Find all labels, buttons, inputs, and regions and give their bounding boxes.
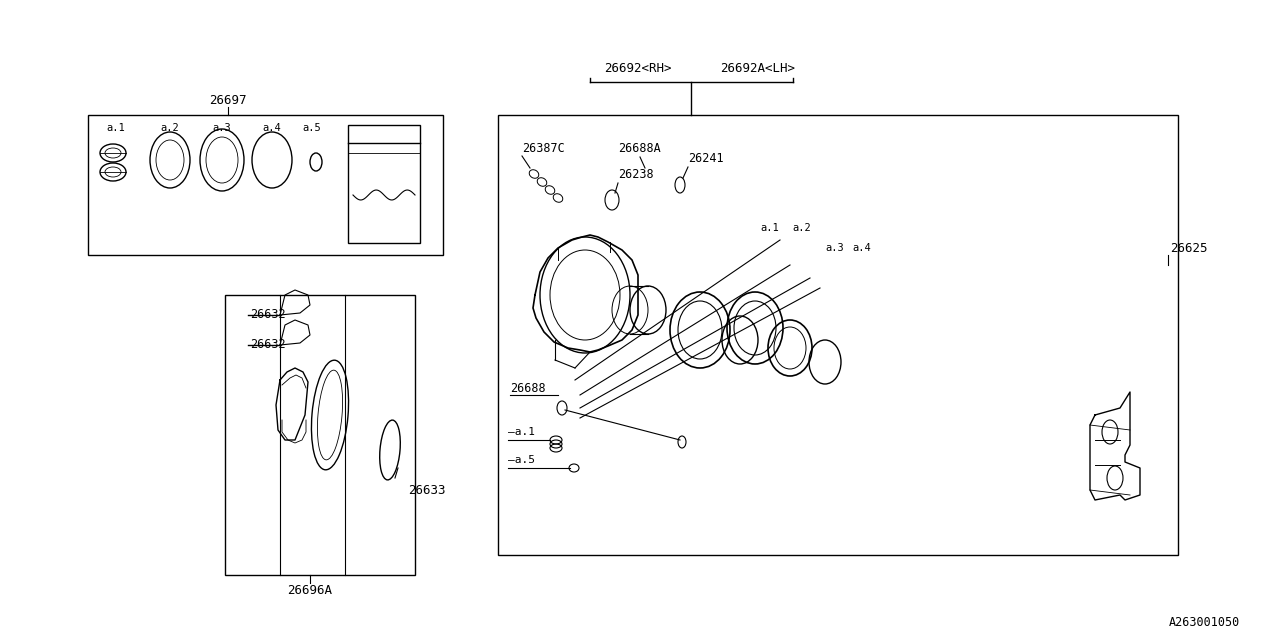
Text: a.4: a.4 bbox=[262, 123, 282, 133]
Text: 26688A: 26688A bbox=[618, 141, 660, 154]
Bar bbox=[348, 125, 420, 243]
Text: 26632: 26632 bbox=[250, 339, 285, 351]
Text: a.3: a.3 bbox=[826, 243, 845, 253]
Text: —a.1: —a.1 bbox=[508, 427, 535, 437]
Text: a.1: a.1 bbox=[760, 223, 780, 233]
Text: 26241: 26241 bbox=[689, 152, 723, 164]
Text: 26697: 26697 bbox=[209, 93, 247, 106]
Text: 26696A: 26696A bbox=[288, 584, 333, 596]
Text: 26633: 26633 bbox=[408, 483, 445, 497]
Text: a.4: a.4 bbox=[852, 243, 872, 253]
Text: a.3: a.3 bbox=[212, 123, 232, 133]
Text: a.5: a.5 bbox=[302, 123, 321, 133]
Text: —a.5: —a.5 bbox=[508, 455, 535, 465]
Bar bbox=[225, 295, 415, 575]
Text: 26692A<LH>: 26692A<LH> bbox=[721, 61, 795, 74]
Bar bbox=[498, 115, 1178, 555]
Text: 26632: 26632 bbox=[250, 308, 285, 321]
Text: 26238: 26238 bbox=[618, 168, 654, 182]
Text: a.2: a.2 bbox=[792, 223, 812, 233]
Text: a.2: a.2 bbox=[160, 123, 179, 133]
Bar bbox=[88, 115, 443, 255]
Text: A263001050: A263001050 bbox=[1169, 616, 1240, 628]
Text: 26387C: 26387C bbox=[522, 141, 564, 154]
Text: 26688: 26688 bbox=[509, 381, 545, 394]
Text: 26625: 26625 bbox=[1170, 241, 1207, 255]
Text: 26692<RH>: 26692<RH> bbox=[604, 61, 672, 74]
Text: a.1: a.1 bbox=[106, 123, 125, 133]
